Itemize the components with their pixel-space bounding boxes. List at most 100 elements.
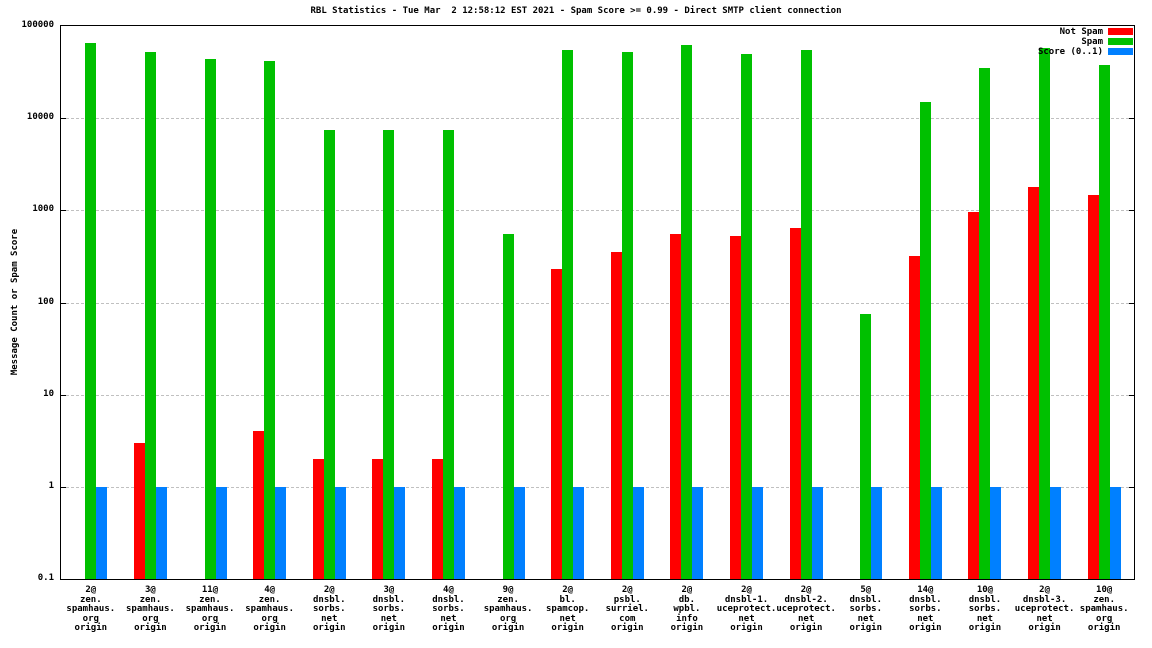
- bar-spam: [860, 314, 872, 579]
- legend-swatch: [1108, 28, 1133, 35]
- bar-spam: [204, 58, 216, 579]
- bar-spam: [264, 60, 276, 579]
- x-tick-label-line: 2@: [681, 585, 693, 595]
- x-tick-label: 2@ dnsbl-3. uceprotect. net origin: [1013, 585, 1077, 634]
- x-tick-label-line: psbl.: [613, 594, 641, 605]
- x-tick-label-line: 2@: [621, 585, 633, 595]
- bar-score: [394, 486, 406, 579]
- y-tick-mark: [61, 210, 66, 212]
- bar-score: [1109, 486, 1121, 579]
- bar-spam: [1039, 47, 1051, 579]
- x-tick-label-line: zen.: [1093, 594, 1116, 605]
- x-tick-label-line: org: [499, 613, 517, 624]
- bar-score: [990, 486, 1002, 579]
- legend-label: Score (0..1): [1037, 46, 1103, 57]
- y-tick-label: 1000: [32, 204, 54, 215]
- x-tick-label-line: net: [797, 613, 815, 624]
- x-tick-label: 2@ dnsbl. sorbs. net origin: [297, 585, 361, 634]
- x-tick-label-line: 3@: [144, 585, 156, 595]
- y-tick-label: 100: [37, 296, 54, 307]
- gridline: [61, 118, 1134, 120]
- bar-not-spam: [908, 255, 920, 579]
- x-tick-label-line: org: [142, 613, 159, 624]
- x-tick-label-line: sorbs.: [432, 604, 465, 614]
- legend-item: Spam: [1038, 37, 1133, 47]
- x-tick-label-line: origin: [134, 623, 167, 633]
- x-tick-label-line: net: [857, 613, 874, 624]
- x-tick-label-line: sorbs.: [849, 604, 882, 614]
- x-tick-label-line: dnsbl.: [849, 594, 882, 605]
- x-tick-label: 2@ db. wpbl. info origin: [655, 585, 719, 634]
- bar-score: [215, 486, 227, 579]
- bar-not-spam: [730, 235, 742, 579]
- x-tick-label-line: info: [676, 613, 698, 624]
- legend-swatch: [1108, 48, 1133, 55]
- x-tick-label-line: wpbl.: [673, 604, 701, 614]
- y-tick-mark: [61, 302, 66, 304]
- x-tick-label: 14@ dnsbl. sorbs. net origin: [893, 585, 957, 634]
- bar-spam: [979, 68, 991, 579]
- plot-area: [60, 25, 1135, 580]
- x-tick-label-line: 9@: [502, 585, 514, 595]
- bar-not-spam: [610, 252, 622, 579]
- x-tick-label: 5@ dnsbl. sorbs. net origin: [834, 585, 898, 634]
- x-tick-label-line: net: [738, 613, 755, 624]
- bar-spam: [919, 101, 931, 579]
- bar-not-spam: [431, 459, 443, 579]
- x-tick-label-line: uceprotect.: [716, 604, 777, 614]
- x-tick-label: 4@ zen. spamhaus. org origin: [238, 585, 302, 634]
- x-tick-label-line: origin: [789, 623, 823, 633]
- bar-not-spam: [312, 459, 324, 579]
- x-tick-label-line: net: [440, 613, 457, 624]
- x-tick-label-line: sorbs.: [909, 604, 942, 614]
- bar-spam: [562, 49, 574, 579]
- bar-not-spam: [789, 227, 801, 579]
- x-tick-label-line: origin: [968, 623, 1002, 633]
- x-tick-label-line: 2@: [741, 585, 752, 595]
- bar-score: [96, 486, 108, 579]
- legend-label: Not Spam: [1059, 26, 1103, 37]
- x-tick-label-line: net: [380, 613, 397, 624]
- bar-spam: [1098, 64, 1110, 579]
- bar-score: [692, 486, 704, 579]
- x-tick-label-line: org: [261, 613, 278, 624]
- legend: Not Spam Spam Score (0..1): [1038, 27, 1133, 57]
- gridline: [61, 302, 1134, 304]
- x-tick-label-line: 10@: [1096, 585, 1113, 595]
- x-tick-label-line: origin: [491, 623, 525, 633]
- bar-score: [1050, 486, 1062, 579]
- bar-spam: [442, 129, 454, 579]
- legend-item: Not Spam: [1038, 26, 1133, 37]
- x-tick-labels: 2@ zen. spamhaus. org origin 3@ zen. spamhaus. o…: [0, 585, 1152, 646]
- x-tick-label-line: net: [321, 613, 338, 624]
- x-tick-label-line: db.: [678, 594, 696, 605]
- bar-not-spam: [670, 234, 682, 579]
- x-tick-label-line: zen.: [258, 594, 281, 605]
- x-tick-label-line: dnsbl.: [968, 594, 1002, 605]
- x-tick-label-line: 10@: [976, 585, 994, 595]
- x-tick-label-line: bl.: [559, 594, 576, 605]
- x-tick-label-line: zen.: [79, 594, 102, 605]
- x-tick-label-line: origin: [551, 623, 584, 633]
- x-tick-label-line: zen.: [199, 594, 221, 605]
- bar-spam: [800, 49, 812, 579]
- x-tick-label-line: origin: [730, 623, 763, 633]
- x-tick-label-line: spamhaus.: [126, 604, 175, 614]
- gridline: [61, 394, 1134, 396]
- x-tick-label-line: spamhaus.: [1079, 604, 1129, 614]
- bar-score: [155, 486, 167, 579]
- y-tick-mark: [61, 118, 66, 120]
- y-tick-label: 0.1: [37, 573, 54, 583]
- x-tick-label-line: org: [201, 613, 219, 624]
- bar-score: [573, 486, 585, 579]
- x-tick-label-line: 2@: [562, 585, 574, 595]
- bar-not-spam: [133, 442, 145, 579]
- x-tick-label-line: dnsbl-3.: [1022, 594, 1067, 605]
- x-tick-label-line: spamcop.: [546, 604, 590, 614]
- x-tick-label: 2@ zen. spamhaus. org origin: [59, 585, 123, 634]
- y-tick-mark: [61, 394, 66, 396]
- bar-spam: [741, 53, 753, 579]
- x-tick-label-line: spamhaus.: [483, 604, 533, 614]
- x-tick-label-line: 14@: [917, 585, 934, 595]
- x-tick-label-line: origin: [74, 623, 108, 633]
